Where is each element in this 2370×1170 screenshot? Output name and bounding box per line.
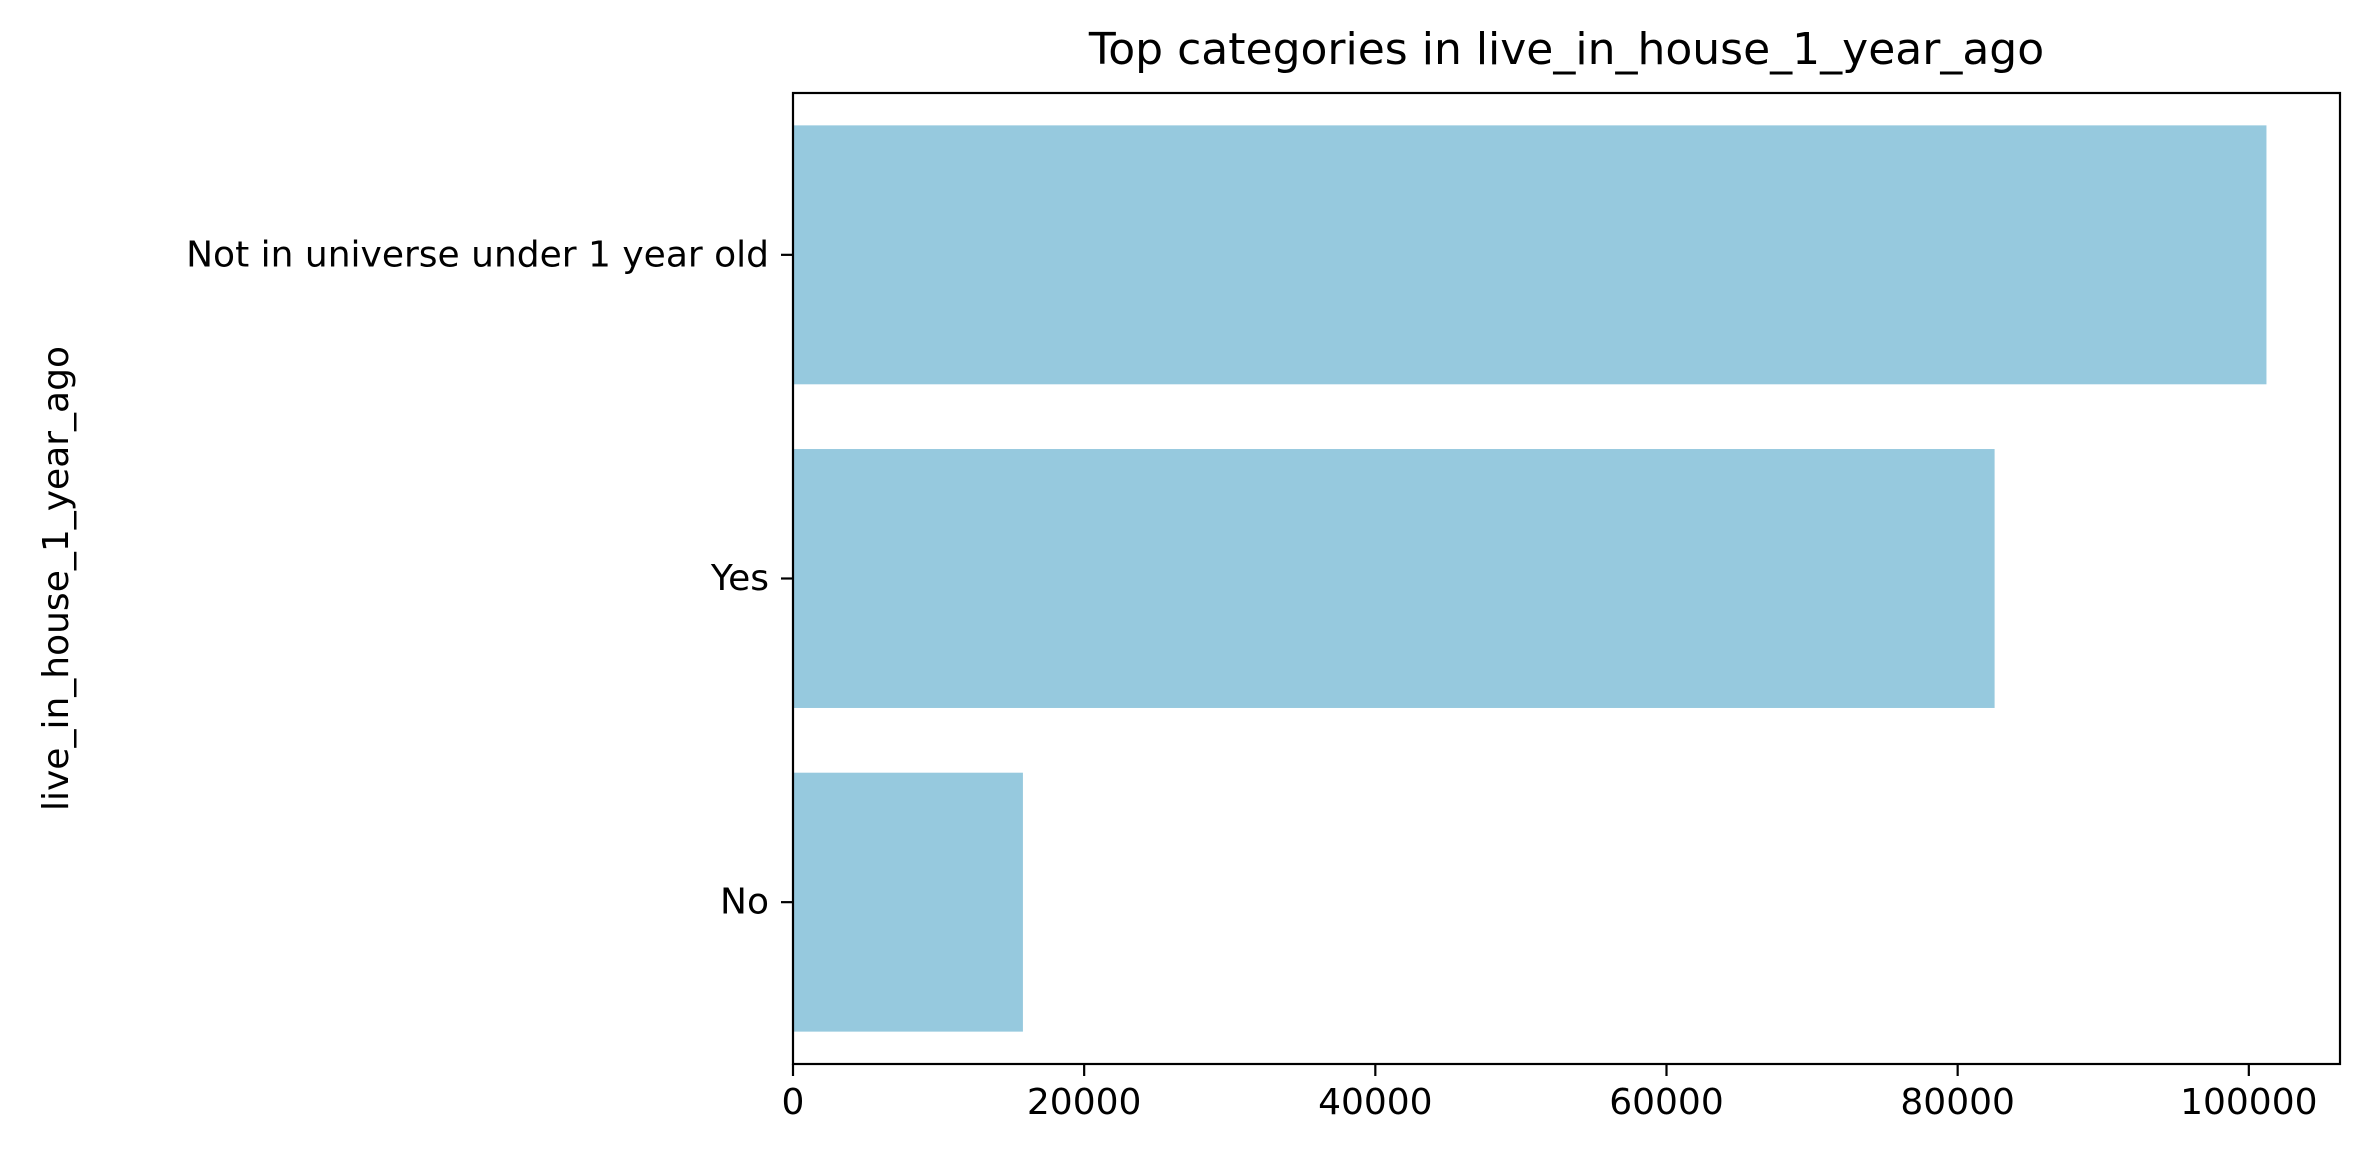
x-tick-label-1: 20000 bbox=[1027, 1082, 1142, 1123]
x-tick-label-2: 40000 bbox=[1318, 1082, 1433, 1123]
y-axis-ticks: Not in universe under 1 year old Yes No bbox=[186, 234, 793, 923]
bar-0 bbox=[793, 125, 2267, 385]
chart-title: Top categories in live_in_house_1_year_a… bbox=[1088, 24, 2044, 75]
bar-1 bbox=[793, 449, 1995, 708]
bars-layer bbox=[793, 125, 2267, 1032]
x-tick-label-5: 100000 bbox=[2180, 1082, 2317, 1123]
x-axis-ticks: 0 20000 40000 60000 80000 100000 bbox=[782, 1064, 2318, 1123]
y-tick-label-1: Yes bbox=[710, 558, 769, 599]
x-tick-label-3: 60000 bbox=[1609, 1082, 1724, 1123]
x-tick-label-4: 80000 bbox=[1900, 1082, 2015, 1123]
x-tick-label-0: 0 bbox=[782, 1082, 805, 1123]
y-tick-label-2: No bbox=[720, 882, 769, 923]
y-axis-label: live_in_house_1_year_ago bbox=[36, 346, 77, 811]
bar-2 bbox=[793, 772, 1023, 1032]
y-tick-label-0: Not in universe under 1 year old bbox=[186, 234, 769, 275]
